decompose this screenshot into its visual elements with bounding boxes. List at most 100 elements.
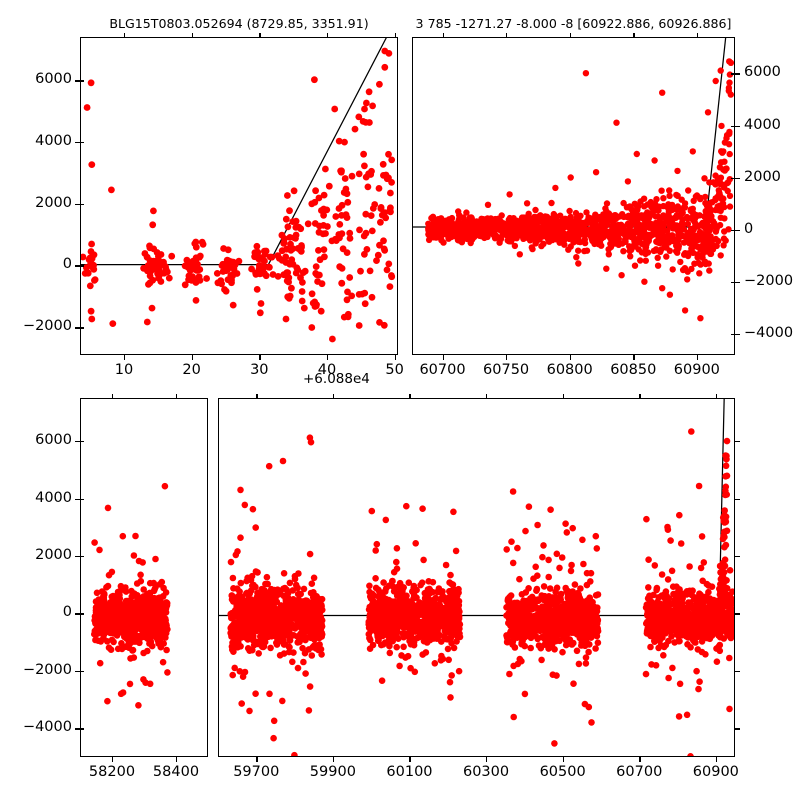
data-point-outlier bbox=[338, 167, 345, 175]
bottom-plot-panel-segment-2 bbox=[218, 398, 735, 757]
data-point bbox=[381, 247, 389, 254]
data-point bbox=[504, 635, 511, 643]
data-point bbox=[566, 207, 573, 215]
data-point bbox=[676, 511, 683, 519]
data-point-outlier bbox=[256, 309, 264, 317]
data-point bbox=[530, 233, 537, 241]
data-point-outlier bbox=[87, 307, 95, 315]
data-point bbox=[126, 680, 134, 688]
data-point bbox=[315, 612, 323, 620]
data-point bbox=[454, 632, 461, 640]
data-point bbox=[389, 577, 396, 585]
data-point bbox=[548, 199, 555, 207]
data-point bbox=[583, 226, 590, 233]
data-point bbox=[163, 646, 170, 654]
data-point bbox=[665, 209, 672, 216]
data-point bbox=[533, 587, 540, 594]
data-point bbox=[308, 652, 316, 659]
data-point bbox=[104, 697, 111, 705]
data-point bbox=[343, 214, 351, 222]
data-point-event bbox=[707, 250, 715, 258]
data-point bbox=[249, 646, 256, 654]
data-point bbox=[192, 254, 200, 262]
data-point bbox=[670, 224, 678, 232]
data-point bbox=[425, 220, 432, 227]
data-point bbox=[267, 591, 275, 598]
data-point bbox=[546, 635, 553, 642]
data-point bbox=[147, 611, 155, 619]
data-point bbox=[317, 603, 325, 610]
data-point bbox=[335, 137, 343, 145]
data-point bbox=[311, 198, 319, 206]
data-point bbox=[235, 594, 243, 601]
data-point bbox=[696, 270, 703, 277]
data-point bbox=[567, 624, 574, 632]
top-left-panel-title: BLG15T0803.052694 (8729.85, 3351.91) bbox=[109, 16, 369, 31]
data-point bbox=[689, 234, 697, 241]
data-point bbox=[442, 561, 450, 569]
data-point bbox=[355, 322, 363, 329]
data-point bbox=[548, 228, 556, 236]
data-point bbox=[448, 639, 455, 647]
data-point bbox=[551, 646, 558, 653]
data-point bbox=[393, 545, 401, 552]
data-point bbox=[726, 567, 734, 574]
data-point bbox=[378, 211, 386, 219]
data-point bbox=[677, 258, 684, 266]
data-point bbox=[683, 213, 691, 221]
data-point bbox=[641, 203, 648, 210]
data-point-event bbox=[725, 87, 732, 94]
data-point bbox=[411, 668, 419, 676]
data-point-outlier bbox=[351, 125, 359, 133]
data-point bbox=[296, 638, 303, 646]
data-point bbox=[579, 536, 586, 544]
data-point-outlier bbox=[659, 89, 666, 96]
data-point bbox=[91, 277, 98, 284]
data-point bbox=[442, 217, 449, 224]
data-point-event bbox=[717, 174, 725, 181]
data-point-event bbox=[706, 179, 713, 186]
data-point bbox=[366, 634, 373, 642]
data-point bbox=[140, 586, 147, 593]
data-point bbox=[422, 649, 430, 656]
data-point bbox=[448, 672, 455, 679]
data-point bbox=[135, 702, 142, 709]
data-point-outlier bbox=[290, 187, 298, 195]
data-point bbox=[605, 210, 613, 217]
data-point bbox=[660, 195, 667, 202]
bottom-plot-panel-segment-1 bbox=[80, 398, 208, 757]
data-point bbox=[265, 462, 273, 470]
data-point bbox=[583, 581, 591, 589]
data-point bbox=[390, 568, 398, 576]
data-point bbox=[261, 263, 268, 271]
data-point-event bbox=[717, 180, 724, 188]
data-point bbox=[338, 230, 346, 238]
data-point bbox=[530, 620, 537, 628]
data-point bbox=[234, 644, 241, 651]
data-point bbox=[315, 228, 323, 236]
data-point-event bbox=[722, 237, 729, 244]
data-point bbox=[559, 625, 566, 632]
data-point-outlier bbox=[717, 67, 724, 74]
data-point bbox=[125, 638, 133, 645]
data-point bbox=[239, 618, 247, 625]
data-point bbox=[282, 628, 289, 636]
data-points bbox=[81, 47, 396, 343]
data-point bbox=[298, 621, 306, 628]
data-point-outlier bbox=[689, 148, 696, 155]
data-point bbox=[567, 243, 574, 250]
data-point bbox=[542, 214, 549, 222]
data-point bbox=[575, 623, 582, 630]
data-point bbox=[292, 235, 299, 242]
data-point bbox=[157, 278, 165, 285]
data-point bbox=[250, 581, 257, 589]
data-point bbox=[97, 638, 105, 645]
data-point bbox=[241, 501, 249, 509]
data-point bbox=[355, 113, 363, 121]
data-point bbox=[439, 655, 447, 663]
data-point bbox=[261, 625, 268, 633]
data-point bbox=[217, 277, 225, 285]
data-point bbox=[287, 240, 294, 248]
data-point bbox=[92, 619, 100, 626]
data-point bbox=[366, 582, 373, 590]
